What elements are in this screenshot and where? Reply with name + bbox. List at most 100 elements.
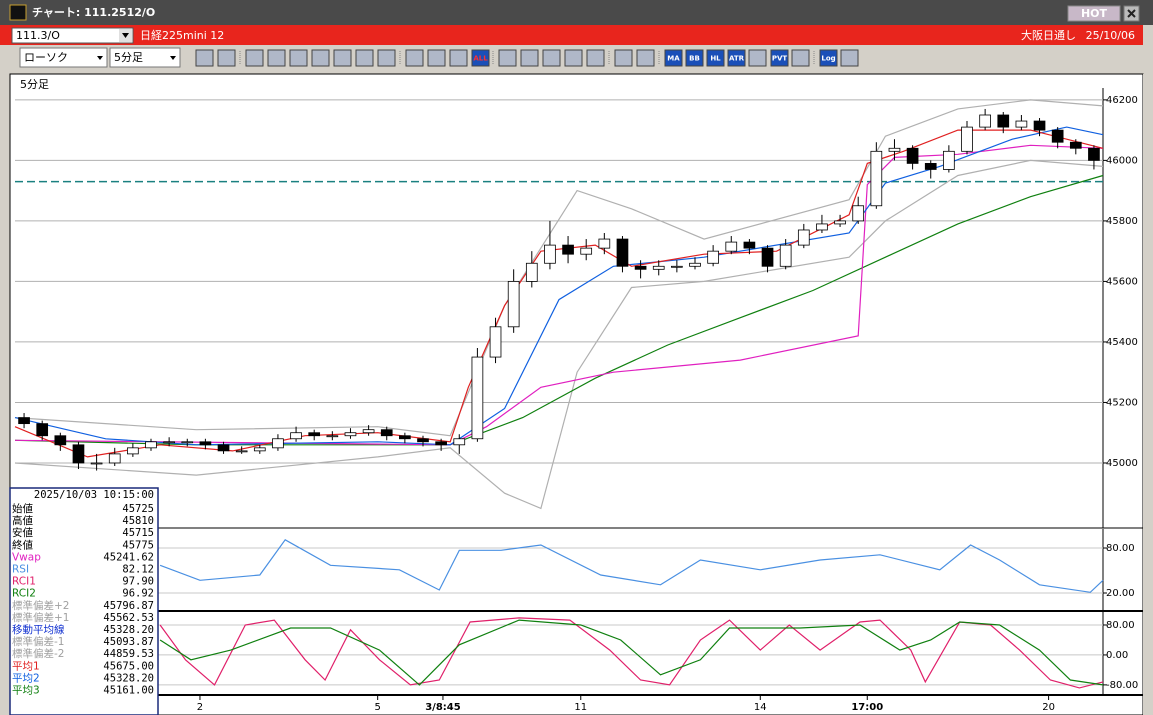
indicator-line <box>14 99 1104 437</box>
info-label: 終値 <box>12 538 33 551</box>
tool-button[interactable] <box>791 49 810 67</box>
info-value: 45725 <box>122 503 154 515</box>
tool-button[interactable] <box>311 49 330 67</box>
candle-body <box>290 432 302 440</box>
tool-button[interactable] <box>405 49 424 67</box>
tool-button[interactable] <box>449 49 468 67</box>
tool-button[interactable] <box>333 49 352 67</box>
y-tick-label: 80.00 <box>1106 543 1135 554</box>
candle-body <box>743 241 756 249</box>
info-value: 45796.87 <box>103 600 154 612</box>
info-label: 高値 <box>12 514 33 527</box>
interval-select[interactable] <box>109 47 181 68</box>
tool-button[interactable] <box>289 49 308 67</box>
tool-button[interactable] <box>542 49 561 67</box>
info-value: 45241.62 <box>103 551 154 563</box>
info-value: 45675.00 <box>103 660 154 672</box>
tool-button[interactable] <box>819 49 838 67</box>
info-label: RCI2 <box>12 588 36 600</box>
tool-button[interactable] <box>614 49 633 67</box>
tool-button[interactable] <box>217 49 236 67</box>
title-bar <box>0 0 1153 25</box>
select-arrow <box>170 56 176 60</box>
info-value: 45562.53 <box>103 612 154 624</box>
tool-button[interactable] <box>471 49 490 67</box>
tool-label: HL <box>710 55 721 63</box>
candle-body <box>1088 147 1100 161</box>
info-label: 移動平均線 <box>12 623 65 636</box>
candle-body <box>344 432 357 437</box>
tool-label: ATR <box>729 55 745 63</box>
hot-label: HOT <box>1081 7 1108 20</box>
x-tick-label: 11 <box>574 702 587 713</box>
indicator-line <box>159 617 1104 689</box>
info-label: 平均1 <box>12 660 40 672</box>
tool-button[interactable] <box>586 49 605 67</box>
tool-button[interactable] <box>840 49 859 67</box>
info-label: RSI <box>12 564 29 576</box>
indicator-line <box>14 159 1104 510</box>
tool-button[interactable] <box>245 49 264 67</box>
candle-body <box>1051 129 1064 143</box>
style-select[interactable] <box>19 47 108 68</box>
symbol-combo[interactable] <box>11 27 134 44</box>
combo-arrow-icon <box>122 33 129 38</box>
tool-button[interactable] <box>195 49 214 67</box>
tool-button[interactable] <box>748 49 767 67</box>
indicator-line <box>14 174 1104 446</box>
candle-body <box>671 265 683 268</box>
tool-button[interactable] <box>706 49 725 67</box>
tool-button[interactable] <box>770 49 789 67</box>
candle-body <box>525 262 538 282</box>
chart-style: ローソク <box>24 51 68 64</box>
candle-body <box>72 444 85 464</box>
candle-body <box>326 435 339 438</box>
tool-button[interactable] <box>377 49 396 67</box>
tool-button[interactable] <box>427 49 446 67</box>
candle-body <box>199 441 212 446</box>
candle-body <box>380 429 393 437</box>
candle-body <box>598 238 611 249</box>
candle-body <box>90 462 103 465</box>
tool-button[interactable] <box>636 49 655 67</box>
candle-body <box>652 265 665 270</box>
candle-body <box>507 281 520 328</box>
info-label: 始値 <box>12 502 33 515</box>
candle-body <box>127 447 139 455</box>
candle-body <box>562 244 574 255</box>
hot-button[interactable] <box>1067 5 1121 22</box>
info-value: 45775 <box>122 539 154 551</box>
session: 大阪日通し <box>1021 28 1076 42</box>
tool-button[interactable] <box>564 49 583 67</box>
info-value: 44859.53 <box>103 648 154 660</box>
info-label: Vwap <box>12 551 41 563</box>
candle-body <box>145 441 157 449</box>
candle-body <box>1015 120 1028 128</box>
y-tick-label: 45800 <box>1106 216 1138 227</box>
info-label: 平均2 <box>12 672 40 684</box>
tool-label: BB <box>689 55 700 63</box>
info-datetime: 2025/10/03 10:15:00 <box>34 489 154 501</box>
info-value: 45810 <box>122 515 154 527</box>
candle-body <box>54 435 67 446</box>
tool-button[interactable] <box>685 49 704 67</box>
info-value: 97.90 <box>122 576 154 588</box>
select-arrow <box>97 56 103 60</box>
tool-label: PVT <box>772 55 788 63</box>
tool-button[interactable] <box>520 49 539 67</box>
candle-body <box>761 247 774 267</box>
tool-button[interactable] <box>727 49 746 67</box>
y-tick-label: 46200 <box>1106 95 1138 106</box>
symbol: 111.3/O <box>16 29 60 42</box>
candle-body <box>707 250 719 264</box>
info-value: 96.92 <box>122 588 154 600</box>
tool-button[interactable] <box>267 49 286 67</box>
candle-body <box>852 205 865 222</box>
indicator-line <box>14 126 1104 446</box>
tool-button[interactable] <box>498 49 517 67</box>
info-value: 45328.20 <box>103 624 154 636</box>
tool-button[interactable] <box>355 49 374 67</box>
tool-button[interactable] <box>664 49 683 67</box>
info-label: 標準偏差+2 <box>12 599 69 612</box>
y-tick-label: 45200 <box>1106 397 1138 408</box>
